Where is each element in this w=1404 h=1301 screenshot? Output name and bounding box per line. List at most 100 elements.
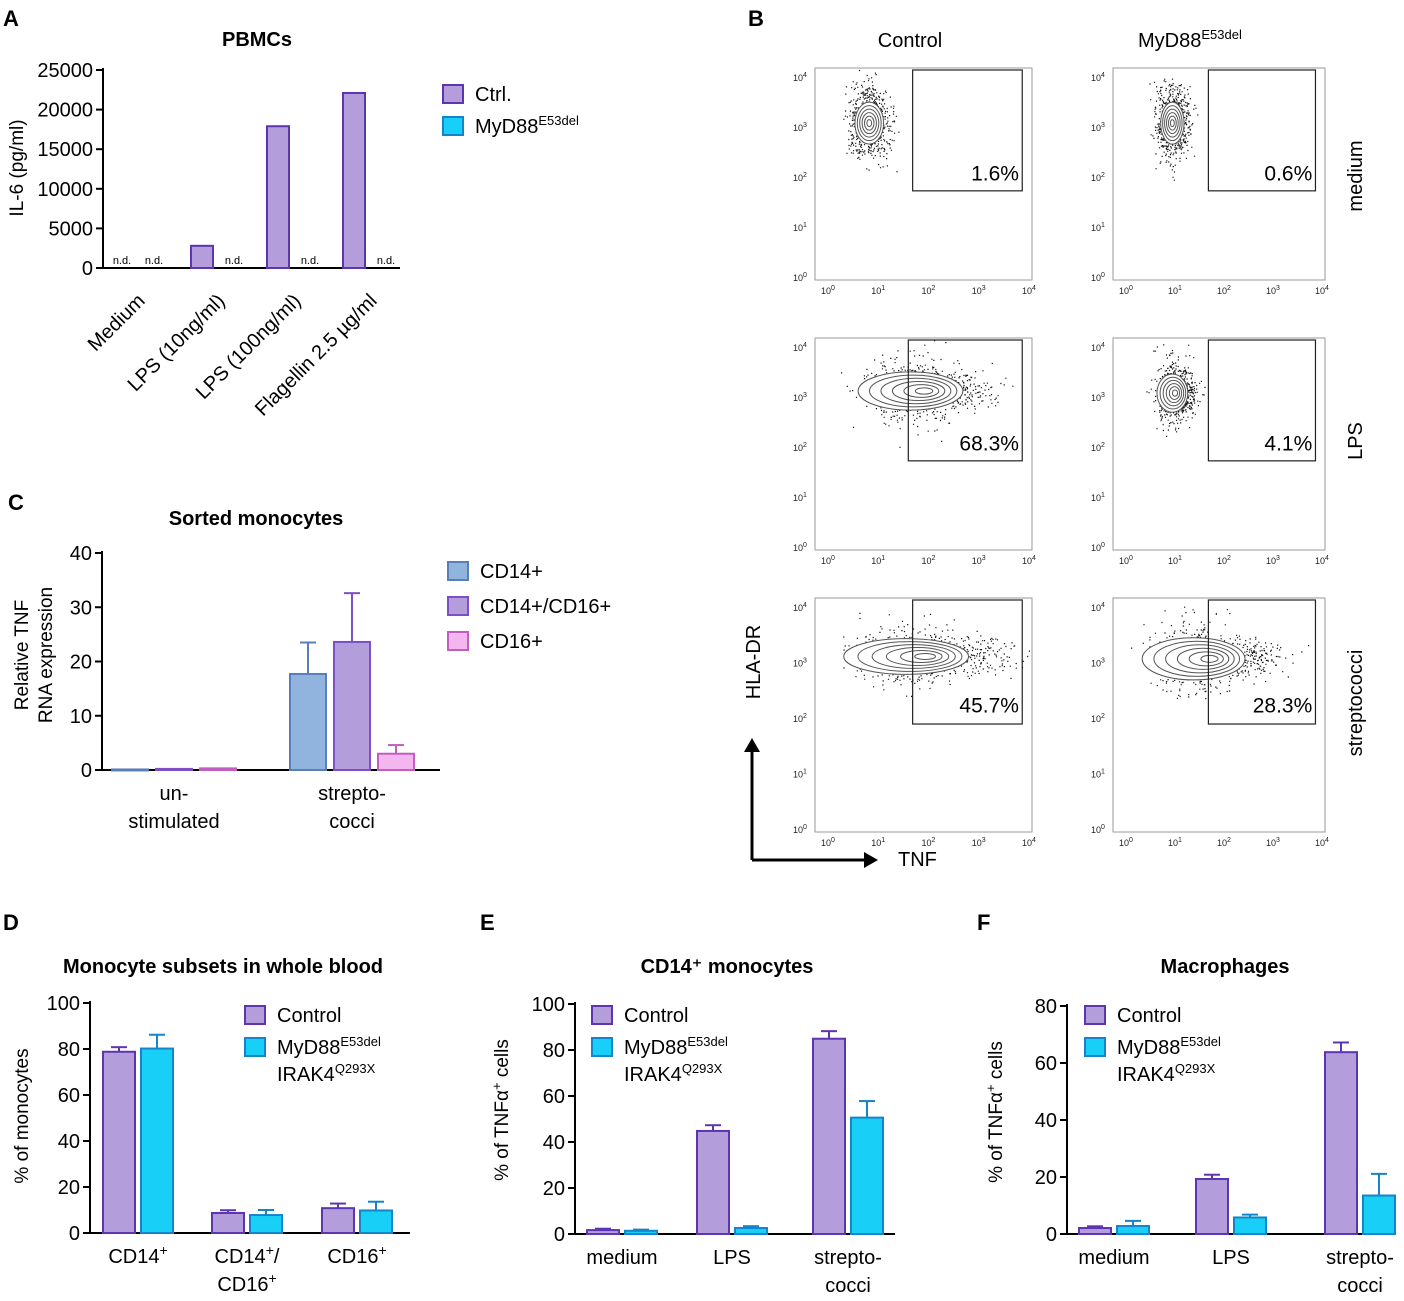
- flow-contour: [1176, 647, 1230, 670]
- flow-contour: [857, 641, 963, 672]
- flow-col-header-control: Control: [878, 30, 942, 52]
- panel-D-legend-label-sup: E53del: [340, 1034, 381, 1049]
- flow-tick-base: 10: [1091, 603, 1101, 613]
- panel-C-y-tick-label: 10: [70, 706, 92, 728]
- panel-C-legend-label: CD14+/CD16+: [480, 596, 611, 618]
- flow-tick-base: 10: [793, 173, 803, 183]
- flow-gate-percentage: 4.1%: [1264, 432, 1312, 455]
- panel-D-legend-swatch: [244, 1005, 266, 1025]
- flow-y-tick-label: 101: [1091, 769, 1105, 780]
- flow-tick-exp: 4: [1032, 285, 1036, 292]
- flow-row-label-LPS: LPS: [1345, 422, 1367, 460]
- flow-tick-exp: 0: [1129, 285, 1133, 292]
- panel-E-y-tick-label: 80: [543, 1040, 565, 1062]
- flow-row-label-streptococci: streptococci: [1345, 650, 1367, 757]
- flow-contour: [1169, 119, 1175, 128]
- flow-tick-base: 10: [972, 838, 982, 848]
- flow-y-tick-label: 100: [1091, 542, 1105, 553]
- panel-A-data-label: n.d.: [301, 255, 319, 267]
- panel-D-title: Monocyte subsets in whole blood: [63, 956, 383, 978]
- flow-tick-exp: 0: [831, 837, 835, 844]
- flow-tick-base: 10: [1168, 286, 1178, 296]
- panel-F-x-tick-label: strepto-: [1326, 1247, 1394, 1269]
- flow-tick-exp: 1: [803, 769, 807, 776]
- panel-A-bar: [342, 91, 366, 269]
- flow-tick-base: 10: [793, 543, 803, 553]
- panel-F-y-axis-label: % of TNFα+ cells: [983, 1041, 1007, 1183]
- panel-A-y-axis-label: IL-6 (pg/ml): [7, 119, 28, 216]
- flow-contour: [843, 638, 970, 675]
- flow-tick-exp: 3: [803, 392, 807, 399]
- flow-tick-base: 10: [1168, 556, 1178, 566]
- flow-contour: [1167, 115, 1177, 131]
- flow-tick-base: 10: [1217, 286, 1227, 296]
- flow-tick-exp: 3: [1101, 392, 1105, 399]
- panel-E-title: CD14⁺ monocytes: [641, 956, 814, 978]
- ylab-part: cells: [986, 1041, 1007, 1084]
- panel-C-title: Sorted monocytes: [169, 508, 343, 530]
- flow-tick-exp: 4: [1032, 555, 1036, 562]
- panel-E-y-tick-label: 20: [543, 1178, 565, 1200]
- flow-tick-base: 10: [793, 223, 803, 233]
- panel-F-legend-label-2: IRAK4Q293X: [1117, 1061, 1216, 1086]
- flow-y-tick-label: 102: [793, 713, 807, 724]
- flow-y-tick-label: 103: [1091, 122, 1105, 133]
- panel-E-legend-swatch: [591, 1037, 613, 1057]
- flow-contour: [1160, 101, 1185, 145]
- flow-contour: [1171, 389, 1179, 397]
- flow-tick-base: 10: [922, 838, 932, 848]
- flow-tick-exp: 2: [1227, 555, 1231, 562]
- panel-C-bar: [333, 640, 371, 771]
- panel-label-a: A: [3, 6, 19, 31]
- panel-A-legend-label: MyD88E53del: [475, 113, 579, 138]
- flow-x-tick-label: 102: [1217, 285, 1231, 296]
- flow-y-tick-label: 102: [793, 172, 807, 183]
- flow-tick-base: 10: [793, 343, 803, 353]
- flow-tick-exp: 4: [803, 602, 807, 609]
- flow-tick-exp: 1: [881, 555, 885, 562]
- flow-contour: [863, 115, 875, 131]
- flow-y-tick-label: 101: [1091, 492, 1105, 503]
- panel-A-data-label: n.d.: [113, 255, 131, 267]
- panel-F-y-tick-label: 80: [1035, 996, 1057, 1018]
- flow-x-tick-label: 104: [1022, 285, 1036, 296]
- flow-tick-exp: 3: [803, 122, 807, 129]
- flow-contour: [1159, 376, 1187, 410]
- flow-x-tick-label: 102: [922, 285, 936, 296]
- panel-A-legend-label-base: MyD88: [475, 116, 538, 138]
- flow-tick-exp: 2: [803, 442, 807, 449]
- flow-tick-exp: 3: [1276, 285, 1280, 292]
- flow-tick-base: 10: [793, 393, 803, 403]
- flow-y-tick-label: 104: [793, 342, 807, 353]
- flow-y-tick-label: 103: [1091, 392, 1105, 403]
- flow-x-tick-label: 100: [1119, 837, 1133, 848]
- flow-x-tick-label: 104: [1315, 555, 1329, 566]
- panel-D-legend-label-base: MyD88: [277, 1037, 340, 1059]
- flow-y-tick-label: 104: [793, 72, 807, 83]
- flow-tick-exp: 1: [1101, 492, 1105, 499]
- panel-C-y-tick-label: 40: [70, 543, 92, 565]
- flow-plot-frame: [814, 597, 1033, 833]
- panel-E-bar: [696, 1129, 730, 1235]
- flow-tick-exp: 2: [932, 837, 936, 844]
- flow-tick-exp: 3: [1101, 658, 1105, 665]
- flow-plot-frame: [814, 67, 1033, 281]
- flow-y-tick-label: 101: [793, 222, 807, 233]
- flow-tick-exp: 4: [1325, 837, 1329, 844]
- flow-tick-exp: 3: [982, 555, 986, 562]
- panel-E-bar: [734, 1227, 768, 1236]
- flow-tick-exp: 3: [982, 285, 986, 292]
- panel-F-x-tick-label: LPS: [1212, 1247, 1250, 1269]
- panel-E-y-tick-label: 100: [532, 994, 565, 1016]
- flow-tick-base: 10: [972, 556, 982, 566]
- flow-y-tick-label: 100: [1091, 824, 1105, 835]
- panel-E-y-tick-label: 0: [554, 1224, 565, 1246]
- panel-F-bar: [1362, 1194, 1396, 1236]
- ylab-part: % of TNFα: [986, 1092, 1007, 1183]
- flow-tick-exp: 1: [881, 285, 885, 292]
- flow-x-tick-label: 102: [922, 555, 936, 566]
- flow-tick-exp: 0: [803, 542, 807, 549]
- panel-E-bar: [850, 1116, 884, 1235]
- panel-C-legend-swatch: [447, 631, 469, 651]
